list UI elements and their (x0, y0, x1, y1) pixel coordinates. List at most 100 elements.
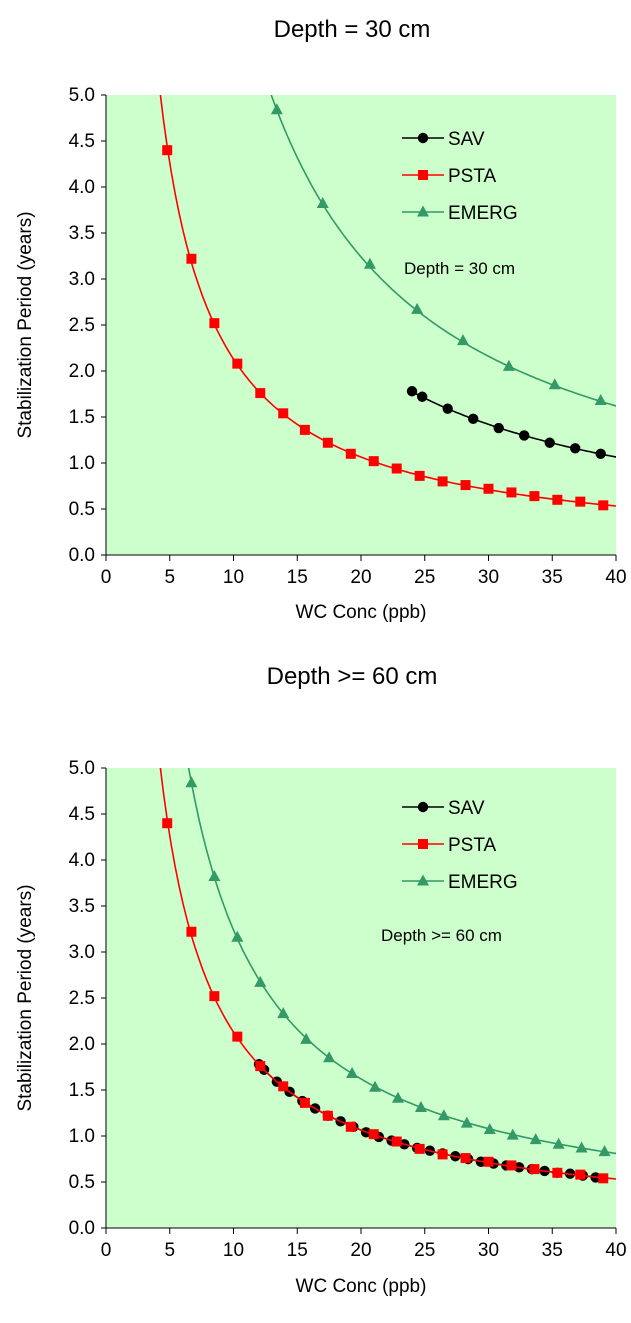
x-tick-label: 30 (478, 1240, 499, 1261)
x-tick-label: 20 (350, 567, 371, 588)
legend-item-psta: PSTA (402, 835, 497, 856)
series-psta (159, 95, 616, 511)
data-point-psta (506, 487, 517, 498)
y-tick-label: 1.0 (69, 1126, 95, 1147)
data-point-emerg (369, 1080, 382, 1092)
chart-depth-60-svg: Depth >= 60 cm 0.0 0.5 1.0 1.5 2.0 2.5 3.0 3.5 4… (15, 663, 627, 1297)
legend-label: SAV (448, 798, 485, 819)
data-point-emerg (185, 776, 198, 788)
data-point-sav (570, 443, 581, 454)
x-tick-label: 5 (164, 1240, 175, 1261)
y-tick-label: 0.5 (69, 499, 95, 520)
y-tick-label: 2.0 (69, 1034, 95, 1055)
y-tick-label: 4.5 (69, 131, 95, 152)
data-point-emerg (437, 1109, 450, 1121)
data-point-psta (368, 1129, 379, 1140)
data-point-emerg (529, 1133, 542, 1145)
data-point-psta (414, 1143, 425, 1154)
y-tick-label: 4.5 (69, 804, 95, 825)
data-point-psta (598, 500, 609, 511)
x-tick-label: 15 (287, 567, 308, 588)
legend-item-emerg: EMERG (402, 872, 518, 893)
legend-marker (418, 170, 428, 180)
data-point-emerg (277, 1007, 290, 1019)
data-point-psta (598, 1173, 609, 1184)
legend-label: EMERG (448, 872, 518, 893)
data-point-psta (552, 494, 563, 505)
chart-title: Depth >= 60 cm (267, 663, 438, 690)
data-point-sav (406, 386, 418, 397)
data-point-psta (414, 470, 425, 481)
data-point-psta (391, 1136, 402, 1147)
plot-annotation: Depth = 30 cm (404, 259, 515, 278)
x-tick-label: 10 (223, 1240, 244, 1261)
y-tick-label: 3.0 (69, 942, 95, 963)
y-tick-label: 0.5 (69, 1172, 95, 1193)
chart-title: Depth = 30 cm (274, 16, 431, 43)
y-tick-label: 1.5 (69, 1080, 95, 1101)
y-tick-label: 0.0 (69, 545, 95, 566)
data-point-emerg (346, 1066, 359, 1078)
x-tick-label: 15 (287, 1240, 308, 1261)
data-point-psta (278, 408, 289, 419)
data-point-psta (299, 424, 310, 435)
series-sav (406, 386, 616, 459)
y-tick-label: 5.0 (69, 758, 95, 779)
x-tick-label: 10 (223, 567, 244, 588)
x-tick-label: 25 (414, 567, 435, 588)
y-axis-label: Stabilization Period (years) (15, 211, 36, 438)
data-point-emerg (363, 257, 376, 269)
data-point-psta (437, 1149, 448, 1160)
data-point-psta (209, 318, 220, 329)
x-tick-label: 20 (350, 1240, 371, 1261)
data-point-emerg (506, 1128, 519, 1140)
data-point-emerg (414, 1100, 427, 1112)
data-point-psta (255, 388, 266, 399)
data-point-emerg (460, 1116, 473, 1128)
data-point-sav (595, 448, 606, 459)
data-point-psta (186, 253, 197, 264)
data-point-psta (345, 1121, 356, 1132)
legend-marker (417, 132, 429, 144)
legend-marker (417, 874, 429, 886)
x-tick-label: 40 (605, 567, 626, 588)
data-point-emerg (231, 930, 244, 942)
legend-label: SAV (448, 129, 485, 150)
plot-area (106, 768, 616, 1228)
legend-marker (418, 839, 428, 849)
chart-depth-60: Depth >= 60 cm 0.0 0.5 1.0 1.5 2.0 2.5 3.0 3.5 4… (0, 662, 631, 1323)
series-psta (159, 768, 616, 1184)
y-tick-label: 4.0 (69, 850, 95, 871)
x-tick-label: 35 (542, 1240, 563, 1261)
data-point-emerg (270, 103, 283, 115)
x-tick-label: 25 (414, 1240, 435, 1261)
y-axis-label: Stabilization Period (years) (15, 884, 36, 1111)
series-emerg (185, 768, 616, 1157)
data-point-emerg (411, 302, 424, 314)
data-point-emerg (208, 870, 221, 882)
data-point-psta (575, 1169, 586, 1180)
data-point-psta (368, 456, 379, 467)
data-point-emerg (323, 1051, 336, 1063)
x-tick-label: 40 (605, 1240, 626, 1261)
y-tick-label: 0.0 (69, 1218, 95, 1239)
data-point-psta (575, 496, 586, 507)
data-point-emerg (391, 1091, 404, 1103)
x-tick-label: 35 (542, 567, 563, 588)
data-point-sav (442, 403, 453, 414)
y-tick-label: 1.0 (69, 453, 95, 474)
legend-label: PSTA (448, 166, 497, 187)
data-point-sav (544, 437, 555, 448)
legend: SAV PSTA EMERG (402, 129, 518, 224)
x-tick-label: 5 (164, 567, 175, 588)
legend: SAV PSTA EMERG (402, 798, 518, 893)
legend-marker (417, 801, 429, 813)
x-tick-label: 30 (478, 567, 499, 588)
y-tick-label: 1.5 (69, 407, 95, 428)
data-point-psta (460, 480, 471, 491)
data-point-emerg (254, 975, 267, 987)
data-point-psta (391, 463, 402, 474)
data-point-sav (519, 430, 530, 441)
data-point-psta (209, 991, 220, 1002)
legend-item-emerg: EMERG (402, 203, 518, 224)
